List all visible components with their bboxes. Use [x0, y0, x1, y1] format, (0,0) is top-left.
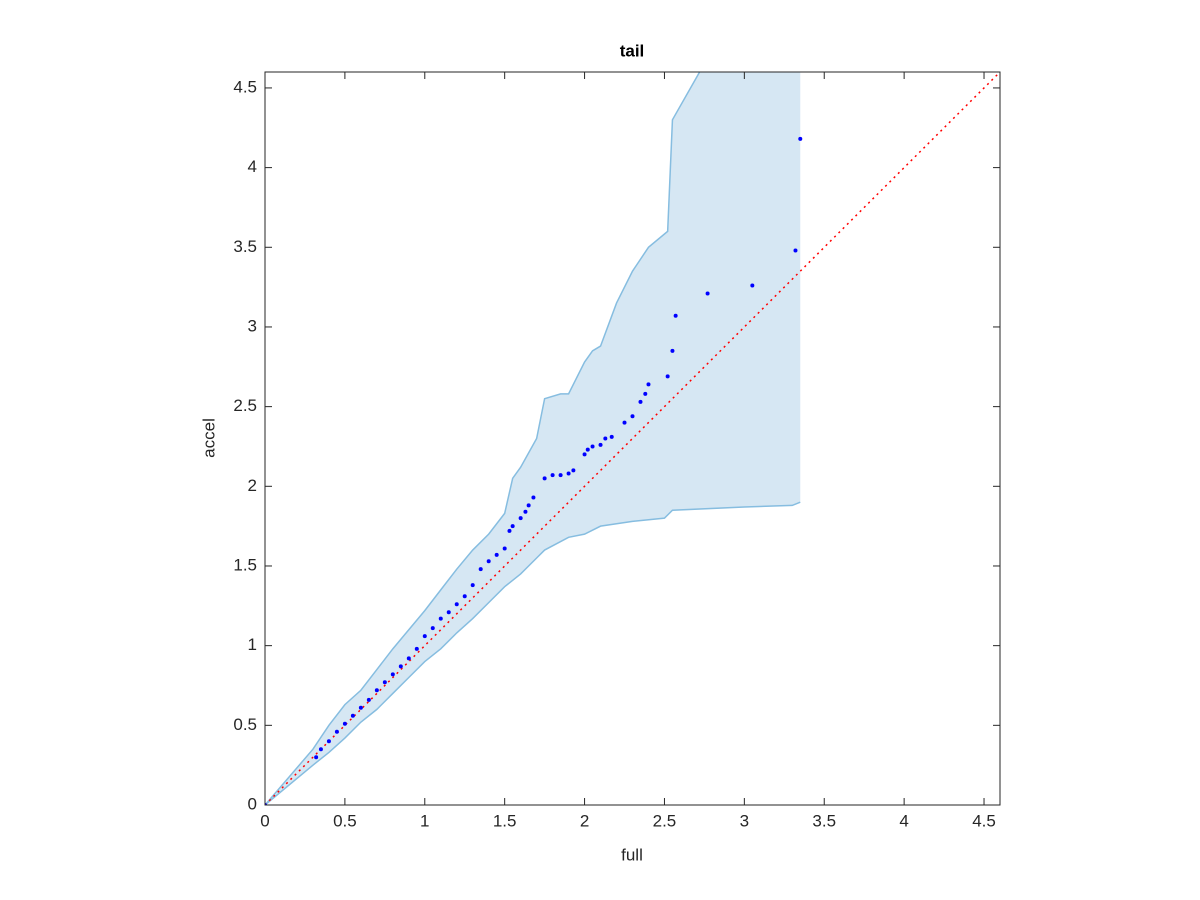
data-point [646, 382, 651, 387]
band-lower-edge [265, 501, 801, 805]
data-point [793, 248, 798, 253]
data-point [523, 509, 528, 514]
data-point [630, 414, 635, 419]
data-point [390, 672, 395, 677]
data-point [558, 473, 563, 478]
data-point [382, 680, 387, 685]
x-tick-label: 1.5 [493, 811, 517, 830]
x-tick-label: 0.5 [333, 811, 357, 830]
data-point [643, 391, 648, 396]
data-point [406, 656, 411, 661]
chart-title: tail [620, 41, 645, 60]
data-point [478, 567, 483, 572]
data-point [582, 452, 587, 457]
y-tick-label: 0.5 [233, 715, 257, 734]
data-point [518, 516, 523, 521]
data-point [446, 610, 451, 615]
data-point [422, 634, 427, 639]
data-point [566, 471, 571, 476]
data-point [358, 705, 363, 710]
data-point [705, 291, 710, 296]
y-tick-label: 3.5 [233, 237, 257, 256]
data-point [318, 747, 323, 752]
x-axis-label: full [621, 845, 643, 864]
data-point [665, 374, 670, 379]
data-point [486, 559, 491, 564]
data-point [798, 136, 803, 141]
x-tick-label: 0 [260, 811, 269, 830]
data-point [326, 739, 331, 744]
data-point [314, 755, 319, 760]
data-point [414, 646, 419, 651]
data-point [603, 436, 608, 441]
y-tick-label: 4 [248, 157, 257, 176]
data-point [571, 468, 576, 473]
y-tick-label: 2 [248, 476, 257, 495]
plot-area [265, 72, 1000, 805]
data-point [673, 313, 678, 318]
y-tick-label: 0 [248, 794, 257, 813]
band-upper-edge [265, 72, 702, 805]
data-point [430, 626, 435, 631]
y-tick-label: 1 [248, 635, 257, 654]
x-tick-label: 4 [899, 811, 908, 830]
data-point [334, 729, 339, 734]
y-tick-label: 2.5 [233, 396, 257, 415]
data-point [609, 434, 614, 439]
x-tick-label: 2.5 [653, 811, 677, 830]
x-tick-label: 3 [740, 811, 749, 830]
data-point [550, 473, 555, 478]
data-point [502, 546, 507, 551]
data-point [366, 697, 371, 702]
y-axis-label: accel [199, 418, 218, 458]
data-point [526, 503, 531, 508]
data-point [542, 476, 547, 481]
x-tick-label: 1 [420, 811, 429, 830]
axes-box [264, 71, 1001, 806]
data-point [454, 602, 459, 607]
data-point [531, 495, 536, 500]
data-point [510, 524, 515, 529]
data-point [462, 594, 467, 599]
data-point [470, 583, 475, 588]
confidence-band [265, 72, 801, 805]
data-point [590, 444, 595, 449]
y-tick-label: 3 [248, 316, 257, 335]
data-point [507, 528, 512, 533]
x-tick-label: 3.5 [812, 811, 836, 830]
data-point [750, 283, 755, 288]
data-point [670, 348, 675, 353]
data-point [374, 688, 379, 693]
y-tick-label: 4.5 [233, 77, 257, 96]
data-point [494, 552, 499, 557]
data-point [598, 442, 603, 447]
x-tick-label: 4.5 [972, 811, 996, 830]
data-point [350, 713, 355, 718]
x-tick-label: 2 [580, 811, 589, 830]
reference-line [265, 72, 1000, 805]
data-point [638, 399, 643, 404]
data-point [342, 721, 347, 726]
data-point [438, 616, 443, 621]
data-point [398, 664, 403, 669]
data-point [585, 447, 590, 452]
data-point [622, 420, 627, 425]
y-tick-label: 1.5 [233, 555, 257, 574]
